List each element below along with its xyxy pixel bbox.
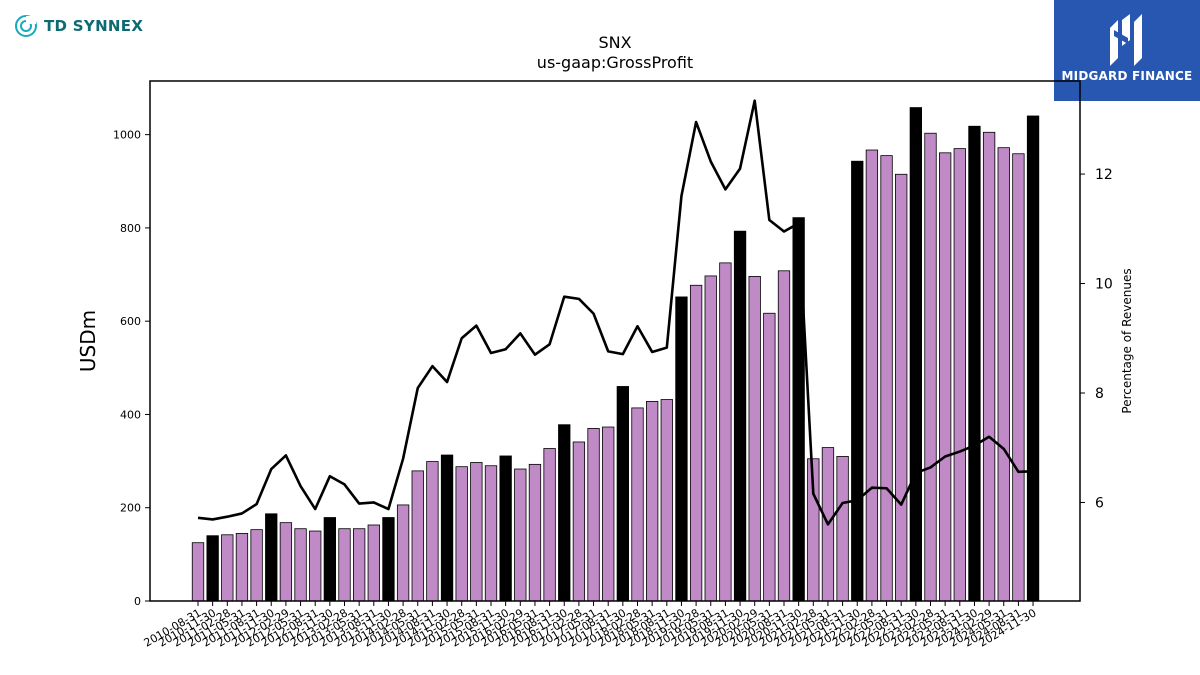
bar-2011-11-30 bbox=[265, 513, 278, 602]
plot-frame bbox=[149, 80, 1081, 602]
bar-2012-02-29 bbox=[279, 522, 293, 602]
y2-tick-label: 6 bbox=[1095, 495, 1104, 511]
bar-2023-11-30 bbox=[968, 125, 981, 602]
bar-2021-11-30 bbox=[851, 160, 864, 602]
bar-2016-05-31 bbox=[528, 463, 542, 602]
bar-2019-11-30 bbox=[733, 230, 747, 602]
bar-2014-11-30 bbox=[440, 454, 454, 602]
bar-2019-05-31 bbox=[704, 275, 717, 602]
bar-2022-08-31 bbox=[895, 173, 908, 602]
y-tick-label: 200 bbox=[120, 502, 141, 515]
bar-2017-05-31 bbox=[587, 428, 600, 602]
td-synnex-logo: TD SYNNEX bbox=[14, 14, 143, 38]
bar-2016-08-31 bbox=[543, 448, 556, 602]
bar-2018-02-28 bbox=[631, 407, 644, 602]
chart-subtitle: us-gaap:GrossProfit bbox=[537, 53, 693, 72]
bar-2012-11-30 bbox=[323, 517, 337, 602]
bar-2017-02-28 bbox=[572, 441, 586, 602]
bar-series bbox=[191, 107, 1040, 602]
y-axis-label: USDm bbox=[76, 310, 100, 372]
bar-2024-11-30 bbox=[1026, 115, 1040, 602]
bar-2019-08-31 bbox=[719, 262, 732, 602]
bar-2015-02-28 bbox=[455, 466, 468, 602]
bar-2016-11-30 bbox=[558, 424, 571, 602]
bar-2011-02-28 bbox=[221, 534, 234, 602]
bar-2022-02-28 bbox=[865, 149, 879, 602]
bar-2012-08-31 bbox=[309, 530, 322, 602]
bar-2023-08-31 bbox=[953, 148, 966, 602]
bar-2020-05-31 bbox=[763, 312, 776, 602]
y2-axis-label: Percentage of Revenues bbox=[1120, 268, 1134, 413]
y2-tick-label: 12 bbox=[1095, 167, 1113, 183]
y2-tick-label: 8 bbox=[1095, 386, 1104, 402]
bar-2024-05-31 bbox=[997, 147, 1010, 602]
bar-2022-11-30 bbox=[909, 107, 922, 602]
y-tick-label: 0 bbox=[134, 595, 141, 608]
bar-2020-08-31 bbox=[777, 270, 791, 602]
y-tick-label: 400 bbox=[120, 408, 141, 421]
bar-2013-08-31 bbox=[367, 524, 380, 602]
y2-tick-label: 10 bbox=[1095, 277, 1113, 293]
bar-2018-05-31 bbox=[646, 400, 659, 602]
bar-2013-02-28 bbox=[338, 528, 351, 602]
midgard-finance-logo: MIDGARD FINANCE bbox=[1054, 0, 1200, 101]
bar-2014-02-28 bbox=[396, 504, 410, 602]
bar-2013-05-31 bbox=[352, 528, 366, 602]
left-axis-ticks: 0 200 400 600 800 1000 bbox=[113, 129, 150, 608]
bar-2020-02-29 bbox=[748, 276, 761, 602]
y-tick-label: 1000 bbox=[113, 129, 141, 142]
x-axis-ticks: 2010-08-312010-11-302011-02-282011-05-31… bbox=[142, 601, 1039, 650]
y-tick-label: 600 bbox=[120, 315, 141, 328]
bar-2016-02-29 bbox=[514, 468, 527, 602]
bar-2015-08-31 bbox=[484, 465, 498, 602]
bar-2018-08-31 bbox=[660, 399, 673, 602]
td-synnex-logo-text: TD SYNNEX bbox=[44, 17, 144, 35]
bar-2011-08-31 bbox=[250, 529, 263, 602]
bar-2022-05-31 bbox=[880, 155, 893, 602]
bar-2023-02-28 bbox=[924, 132, 937, 602]
bar-2013-11-30 bbox=[382, 517, 395, 602]
bar-2015-11-30 bbox=[499, 455, 512, 602]
right-axis-ticks: 6 8 10 12 bbox=[1080, 167, 1113, 511]
percentage-line bbox=[197, 99, 1034, 526]
bar-2024-08-31 bbox=[1012, 153, 1025, 602]
bar-2010-11-30 bbox=[206, 535, 219, 602]
bar-2010-08-31 bbox=[191, 542, 205, 602]
bar-2021-08-31 bbox=[836, 456, 849, 602]
midgard-finance-logo-text: MIDGARD FINANCE bbox=[1061, 69, 1193, 83]
bar-2014-05-31 bbox=[411, 470, 424, 602]
bar-2024-02-29 bbox=[982, 131, 996, 602]
bar-2023-05-31 bbox=[939, 152, 952, 602]
midgard-emblem-icon bbox=[1110, 14, 1142, 66]
td-synnex-emblem-icon bbox=[15, 15, 37, 37]
bar-2014-08-31 bbox=[426, 461, 439, 602]
bar-2017-11-30 bbox=[616, 386, 629, 602]
bar-2017-08-31 bbox=[602, 426, 615, 602]
chart-title: SNX bbox=[598, 33, 631, 52]
y-tick-label: 800 bbox=[120, 222, 141, 235]
bar-2018-11-30 bbox=[675, 296, 688, 602]
bar-2012-05-31 bbox=[294, 528, 307, 602]
bar-2019-02-28 bbox=[689, 284, 703, 602]
bar-2015-05-31 bbox=[470, 462, 483, 602]
percentage-line-series bbox=[197, 99, 1034, 526]
bar-2011-05-31 bbox=[235, 532, 249, 602]
